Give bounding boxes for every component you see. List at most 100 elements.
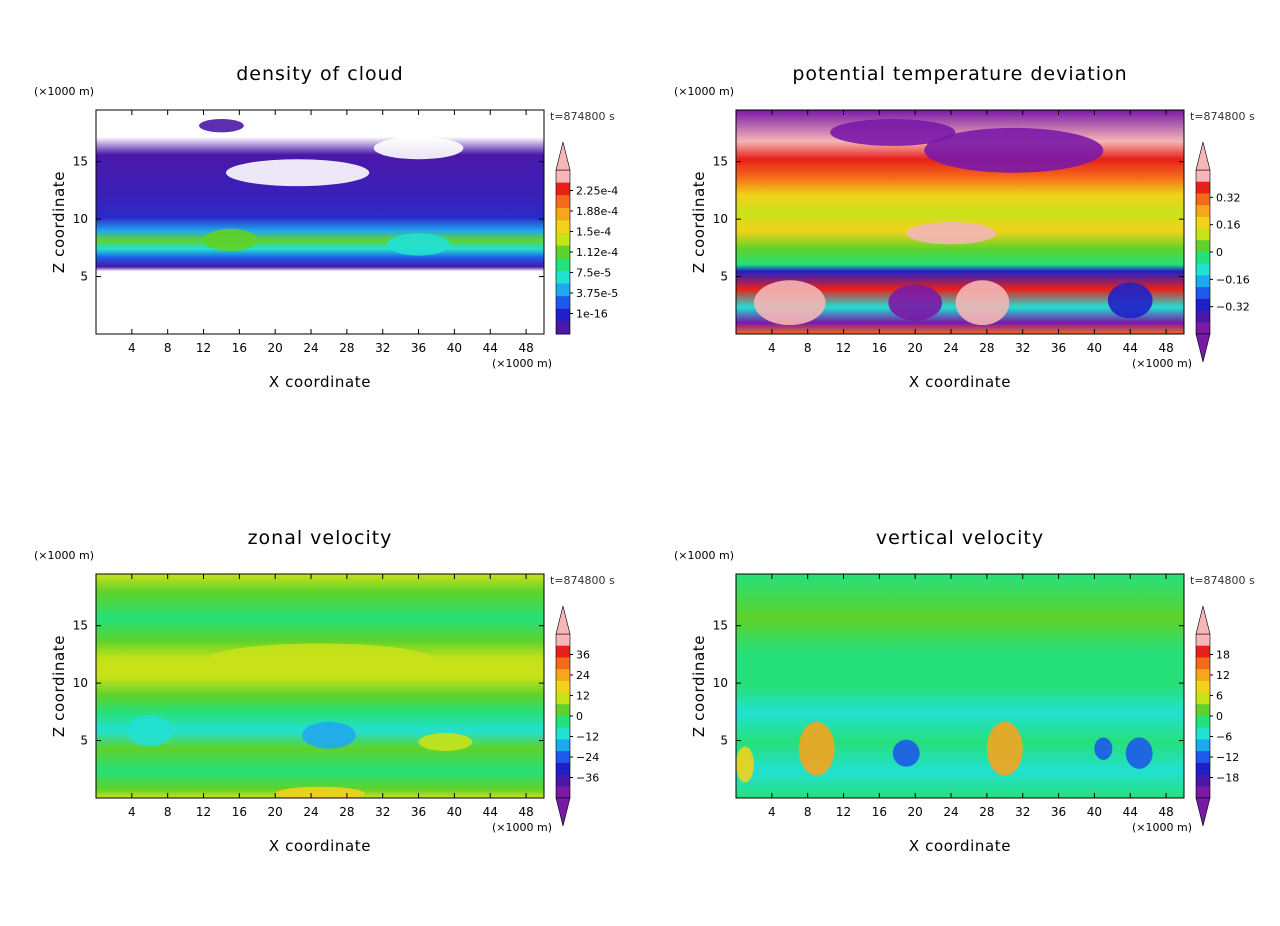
x-tick-label: 8 (804, 805, 812, 819)
x-tick-label: 4 (768, 341, 776, 355)
x-tick-label: 20 (908, 341, 923, 355)
y-tick-label: 5 (720, 270, 728, 284)
chart-title: vertical velocity (876, 527, 1044, 549)
colorbar-label: 24 (576, 669, 590, 682)
x-tick-label: 36 (411, 805, 426, 819)
colorbar-swatch (1196, 692, 1210, 705)
colorbar-swatch (1196, 634, 1210, 647)
y-tick-label: 15 (73, 619, 88, 633)
x-tick-label: 32 (375, 805, 390, 819)
colorbar-swatch (1196, 275, 1210, 288)
x-tick-label: 20 (268, 805, 283, 819)
y-unit-label: (×1000 m) (34, 549, 94, 562)
colorbar-swatch (1196, 181, 1210, 194)
colorbar-swatch (1196, 774, 1210, 787)
panel-3: vertical velocity(×1000 m)t=874800 s4 8 12… (674, 527, 1255, 855)
contour-region (373, 136, 464, 160)
y-tick-label: 10 (713, 676, 728, 690)
x-tick-label: 12 (836, 341, 851, 355)
colorbar-label: −24 (576, 751, 599, 764)
chart-title: density of cloud (236, 63, 404, 85)
colorbar-label: −0.16 (1216, 273, 1250, 286)
x-tick-label: 16 (872, 805, 887, 819)
contour-region (199, 118, 244, 133)
colorbar-swatch (556, 258, 570, 272)
x-tick-label: 16 (232, 805, 247, 819)
y-tick-label: 5 (80, 270, 88, 284)
contour-region (830, 118, 956, 146)
colorbar-swatch (556, 182, 570, 196)
x-tick-label: 48 (518, 341, 533, 355)
panel-0: density of cloud(×1000 m)t=874800 s4 8 12 1… (34, 63, 618, 391)
colorbar-swatch (556, 669, 570, 682)
colorbar-extend-min (1195, 797, 1211, 827)
colorbar: 2.25e-4 1.88e-4 1.5e-4 1.12e-4 7.5e-5 3.75e-5… (555, 141, 618, 335)
plot-frame (95, 573, 545, 799)
colorbar-swatch (556, 751, 570, 764)
colorbar-swatch (1196, 704, 1210, 717)
colorbar-swatch (1196, 263, 1210, 276)
colorbar-swatch (556, 296, 570, 310)
colorbar: 18 12 6 0 −6 −12 −18 (1195, 605, 1239, 827)
contour-region (203, 228, 258, 252)
x-tick-label: 48 (1158, 341, 1173, 355)
plot-frame (735, 109, 1185, 335)
contour-region (888, 284, 943, 321)
colorbar-swatch (1196, 193, 1210, 206)
contour-region (892, 739, 920, 767)
x-tick-label: 16 (872, 341, 887, 355)
colorbar-label: 1.5e-4 (576, 226, 611, 239)
colorbar-swatch (1196, 669, 1210, 682)
colorbar-swatch (1196, 716, 1210, 729)
colorbar-extend-max (555, 605, 571, 635)
colorbar-label: −18 (1216, 772, 1239, 785)
colorbar-label: 1.88e-4 (576, 205, 618, 218)
colorbar-label: 12 (1216, 669, 1230, 682)
contour-region (225, 159, 370, 187)
colorbar-swatch (556, 245, 570, 259)
x-tick-label: 40 (447, 341, 462, 355)
x-tick-label: 8 (804, 341, 812, 355)
x-tick-label: 20 (908, 805, 923, 819)
colorbar-swatch (1196, 252, 1210, 265)
colorbar-label: 18 (1216, 649, 1230, 662)
colorbar-swatch (556, 170, 570, 184)
x-unit-label: (×1000 m) (1132, 357, 1192, 370)
colorbar-swatch (1196, 657, 1210, 670)
time-label: t=874800 s (1190, 574, 1255, 587)
colorbar-label: −0.32 (1216, 301, 1250, 314)
x-tick-label: 40 (1087, 805, 1102, 819)
y-axis-label: Z coordinate (690, 635, 708, 737)
colorbar-swatch (1196, 298, 1210, 312)
x-unit-label: (×1000 m) (1132, 821, 1192, 834)
x-tick-label: 32 (1015, 805, 1030, 819)
x-tick-label: 12 (196, 341, 211, 355)
colorbar: 36 24 12 0 −12 −24 −36 (555, 605, 599, 827)
x-tick-label: 44 (1123, 805, 1138, 819)
colorbar-swatch (556, 680, 570, 694)
colorbar-extend-max (1195, 605, 1211, 635)
colorbar-swatch (556, 220, 570, 234)
colorbar-swatch (1196, 786, 1210, 799)
contour-region (1094, 737, 1113, 760)
contour-region (955, 280, 1010, 326)
panel-1: potential temperature deviation (×1000 m)… (674, 63, 1255, 391)
colorbar-extend-max (1195, 141, 1211, 171)
colorbar-swatch (1196, 739, 1210, 752)
colorbar-swatch (556, 692, 570, 705)
time-label: t=874800 s (1190, 110, 1255, 123)
x-axis-label: X coordinate (909, 837, 1011, 855)
y-tick-label: 10 (73, 676, 88, 690)
colorbar-swatch (1196, 287, 1210, 300)
colorbar-swatch (1196, 751, 1210, 764)
y-tick-label: 15 (713, 155, 728, 169)
x-tick-label: 4 (128, 341, 136, 355)
contour-region (127, 715, 173, 747)
colorbar-swatch (556, 774, 570, 787)
colorbar-swatch (556, 727, 570, 740)
x-tick-label: 24 (303, 805, 318, 819)
colorbar-label: 3.75e-5 (576, 287, 618, 300)
colorbar-label: 1e-16 (576, 308, 608, 321)
time-label: t=874800 s (550, 574, 615, 587)
